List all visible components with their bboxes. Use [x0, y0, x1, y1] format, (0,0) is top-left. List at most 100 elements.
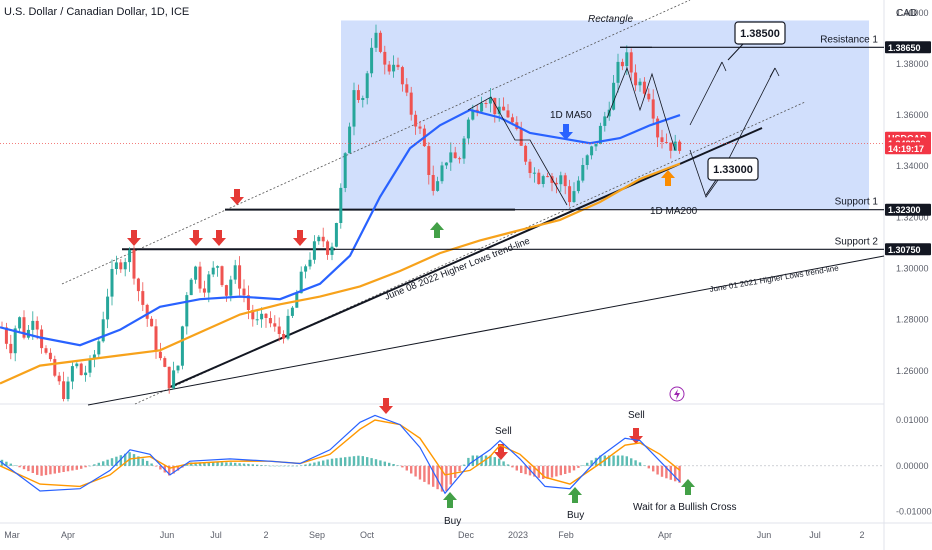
macd-hist-bar: [216, 462, 219, 466]
callout-text-1: 1.33000: [713, 164, 753, 176]
candle-body: [510, 117, 514, 123]
candle-body: [647, 93, 651, 100]
candle-body: [418, 126, 422, 129]
level-label-0: Resistance 1: [820, 34, 878, 45]
macd-hist-bar: [308, 463, 312, 466]
candle-body: [488, 97, 492, 104]
macd-hist-bar: [608, 455, 611, 466]
candle-body: [154, 326, 158, 352]
time-tick-11: Jun: [757, 530, 772, 540]
macd-hist-bar: [550, 465, 554, 478]
macd-hist-bar: [313, 462, 316, 466]
candle-body: [251, 310, 255, 320]
candle-body: [92, 354, 96, 359]
level-label-1: Support 1: [835, 197, 879, 208]
macd-hist-bar: [119, 455, 122, 466]
candle-body: [444, 162, 448, 166]
macd-hist-bar: [322, 460, 325, 466]
sell-arrow-icon: [212, 230, 226, 246]
price-tick-5: 1.30000: [896, 263, 929, 273]
macd-hist-bar: [304, 464, 307, 466]
macd-hist-bar: [489, 455, 492, 466]
time-tick-13: 2: [859, 530, 864, 540]
candle-body: [541, 176, 545, 184]
macd-hist-bar: [546, 465, 549, 479]
candle-body: [669, 142, 673, 151]
candle-body: [436, 181, 440, 191]
price-tag-bg-5: [885, 142, 931, 155]
candle-body: [524, 145, 528, 162]
macd-hist-bar: [159, 465, 162, 470]
macd-hist-bar: [295, 465, 298, 467]
macd-hist-bar: [198, 462, 202, 466]
macd-hist-bar: [458, 465, 461, 472]
buy-arrow-icon: [568, 487, 582, 503]
macd-hist-bar: [568, 465, 571, 473]
candle-body: [572, 191, 576, 202]
macd-hist-bar: [379, 460, 382, 466]
macd-hist-bar: [172, 465, 175, 474]
price-tick-0: 1.40000: [896, 8, 929, 18]
candle-body: [106, 296, 110, 320]
macd-hist-bar: [480, 455, 483, 466]
macd-hist-bar: [110, 458, 114, 466]
macd-hist-bar: [150, 463, 153, 466]
candle-body: [365, 73, 369, 99]
sell-arrow-icon: [230, 189, 244, 205]
macd-hist-bar: [5, 461, 8, 466]
candle-body: [629, 52, 633, 73]
macd-hist-bar: [581, 465, 584, 466]
callout-box-0: [734, 21, 786, 45]
macd-hist-bar: [286, 465, 290, 467]
candle-body: [128, 249, 132, 263]
candle-body: [585, 155, 589, 165]
macd-hist-bar: [476, 455, 479, 466]
candle-body: [387, 64, 391, 72]
macd-hist-bar: [533, 465, 536, 477]
candle-body: [57, 375, 61, 382]
macd-hist-bar: [80, 465, 83, 469]
price-tick-6: 1.28000: [896, 315, 929, 325]
price-tick-2: 1.36000: [896, 110, 929, 120]
candle-body: [48, 352, 52, 360]
macd-hist-bar: [410, 465, 413, 474]
macd-hist-bar: [652, 465, 655, 472]
candle-body: [141, 291, 145, 305]
macd-hist-bar: [388, 462, 391, 466]
macd-hist-bar: [273, 465, 276, 467]
candle-body: [634, 72, 638, 86]
time-tick-7: Dec: [458, 530, 475, 540]
candle-body: [409, 92, 413, 115]
candle-body: [616, 61, 620, 83]
candle-body: [453, 152, 457, 159]
candle-body: [75, 363, 79, 367]
macd-hist-bar: [440, 465, 444, 492]
candle-body: [79, 363, 83, 376]
candle-body: [277, 326, 281, 334]
macd-hist-bar: [53, 465, 56, 474]
price-tag-text-1: 1.32300: [888, 205, 921, 215]
macd-hist-bar: [278, 465, 281, 467]
price-tag-bg-0: [885, 41, 931, 54]
macd-hist-bar: [88, 465, 92, 467]
pattern-zigzag-1: [467, 96, 568, 206]
macd-hist-bar: [634, 460, 637, 466]
candle-body: [598, 125, 602, 144]
candle-body: [312, 241, 316, 260]
macd-hist-bar: [665, 465, 668, 479]
macd-hist-bar: [599, 455, 602, 466]
candle-body: [84, 372, 88, 376]
candle-body: [673, 141, 677, 151]
buy-label-1: Buy: [444, 516, 461, 527]
candle-body: [299, 271, 303, 294]
macd-hist-bar: [638, 462, 642, 466]
ma200-arrow-icon: [661, 170, 675, 186]
macd-hist-bar: [621, 455, 624, 466]
candle-body: [352, 90, 356, 127]
sell-arrow-icon: [127, 230, 141, 246]
candle-body: [242, 288, 246, 296]
candle-body: [519, 129, 523, 146]
candle-body: [638, 81, 642, 86]
macd-hist-bar: [352, 456, 356, 466]
